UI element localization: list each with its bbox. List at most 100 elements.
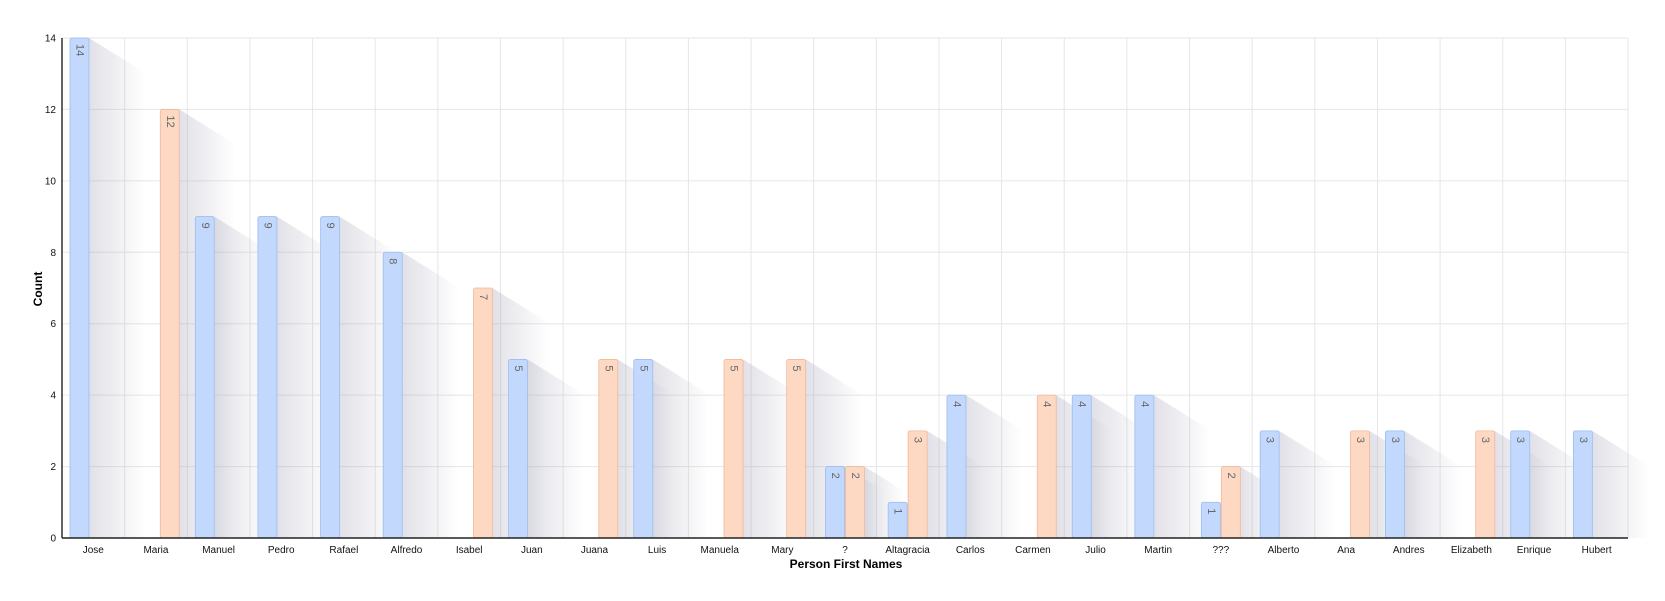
- data-label: 14: [74, 44, 86, 56]
- y-tick-label: 10: [45, 176, 57, 187]
- y-tick-label: 2: [50, 462, 56, 473]
- x-tick-label: Julio: [1085, 545, 1106, 556]
- x-tick-label: Alberto: [1268, 545, 1300, 556]
- data-label: 8: [387, 258, 399, 264]
- data-label: 5: [512, 365, 524, 371]
- data-label: 4: [950, 401, 962, 407]
- data-label: 5: [602, 365, 614, 371]
- x-tick-label: Manuel: [202, 545, 235, 556]
- bar-shadow: [1279, 430, 1336, 538]
- bar-Alfredo-series0: [382, 251, 403, 539]
- x-axis-title: Person First Names: [790, 557, 903, 571]
- data-label: 3: [1264, 437, 1276, 443]
- y-tick-label: 0: [50, 534, 56, 545]
- bar-Martin-series0: [1134, 394, 1155, 539]
- bar-Elizabeth-series1: [1475, 430, 1496, 539]
- x-tick-label: Carlos: [956, 545, 985, 556]
- bar-shadows: [89, 38, 1649, 539]
- bar-shadow: [214, 216, 271, 539]
- data-label: 5: [637, 365, 649, 371]
- x-tick-label: Enrique: [1517, 545, 1552, 556]
- bar-shadow: [743, 359, 800, 538]
- x-tick-label: Hubert: [1582, 545, 1612, 556]
- data-label: 9: [199, 223, 211, 229]
- bar-Altagracia-series1: [907, 430, 928, 539]
- bar-Hubert-series0: [1572, 430, 1593, 539]
- bar-shadow: [89, 38, 146, 538]
- x-tick-label: Juana: [581, 545, 609, 556]
- bar-shadow: [1592, 430, 1649, 538]
- bar-Enrique-series0: [1510, 430, 1531, 539]
- bar-Rafael-series0: [320, 216, 340, 539]
- bar-Carlos-series0: [946, 394, 967, 539]
- data-label: 1: [892, 508, 904, 514]
- bar-shadow: [1529, 430, 1587, 538]
- x-tick-label: ?: [842, 545, 848, 556]
- bar-Pedro-series0: [257, 216, 278, 539]
- bar-shadow: [1153, 395, 1211, 538]
- x-tick-label: Pedro: [268, 545, 295, 556]
- bar-Luis-series0: [633, 359, 654, 539]
- data-label: 3: [912, 437, 924, 443]
- data-label: 3: [1479, 437, 1491, 443]
- bar-shadow: [527, 359, 584, 538]
- data-label: 3: [1389, 437, 1401, 443]
- bar-Maria-series1: [159, 109, 180, 539]
- y-tick-label: 4: [50, 391, 56, 402]
- data-label: 4: [1041, 401, 1053, 407]
- x-tick-label: Alfredo: [391, 545, 423, 556]
- bar-shadow: [965, 395, 1023, 538]
- bar-Julio-series0: [1071, 394, 1092, 539]
- bar-Ana-series1: [1350, 430, 1370, 539]
- bar-Isabel-series1: [473, 287, 493, 539]
- bar-Mary-series1: [786, 359, 807, 539]
- y-axis-title: Count: [31, 272, 45, 307]
- y-tick-label: 12: [45, 105, 57, 116]
- bar-shadow: [276, 216, 334, 539]
- bar-shadow: [1404, 430, 1461, 538]
- data-label: 7: [477, 294, 489, 300]
- data-label: 1: [1205, 508, 1217, 514]
- data-label: 2: [829, 473, 841, 479]
- bar-Juana-series1: [598, 359, 619, 539]
- bar-Manuela-series1: [723, 359, 744, 539]
- data-label: 5: [728, 365, 740, 371]
- x-tick-label: Jose: [83, 545, 105, 556]
- x-tick-label: Altagracia: [885, 545, 930, 556]
- y-tick-label: 6: [50, 319, 56, 330]
- data-label: 4: [1138, 401, 1150, 407]
- bar-shadow: [652, 359, 710, 538]
- bar-Andres-series0: [1385, 430, 1405, 539]
- x-tick-label: Isabel: [456, 545, 483, 556]
- data-label: 3: [1514, 437, 1526, 443]
- data-label: 9: [324, 223, 336, 229]
- x-tick-label: ???: [1212, 545, 1229, 556]
- bar-shadow: [402, 252, 459, 539]
- bar-Manuel-series0: [194, 216, 215, 539]
- bar-Alberto-series0: [1259, 430, 1280, 539]
- bar-shadow: [1091, 395, 1148, 538]
- data-label: 2: [849, 473, 861, 479]
- x-tick-label: Martin: [1144, 545, 1172, 556]
- x-tick-label: Mary: [771, 545, 793, 556]
- bar-Jose-series0: [69, 37, 90, 539]
- bar-Juan-series0: [508, 359, 528, 539]
- data-label: 5: [790, 365, 802, 371]
- data-label: 12: [164, 115, 176, 127]
- x-tick-label: Andres: [1393, 545, 1425, 556]
- data-label: 4: [1076, 401, 1088, 407]
- x-tick-label: Luis: [648, 545, 666, 556]
- data-label: 9: [261, 223, 273, 229]
- y-tick-label: 8: [50, 248, 56, 259]
- x-tick-label: Maria: [143, 545, 168, 556]
- x-tick-label: Manuela: [701, 545, 740, 556]
- y-tick-label: 14: [45, 34, 57, 45]
- x-tick-label: Carmen: [1015, 545, 1051, 556]
- x-tick-label: Elizabeth: [1451, 545, 1492, 556]
- x-tick-label: Rafael: [329, 545, 358, 556]
- bar-Carmen-series1: [1036, 394, 1057, 539]
- bar-shadow: [339, 216, 396, 539]
- x-tick-label: Ana: [1337, 545, 1355, 556]
